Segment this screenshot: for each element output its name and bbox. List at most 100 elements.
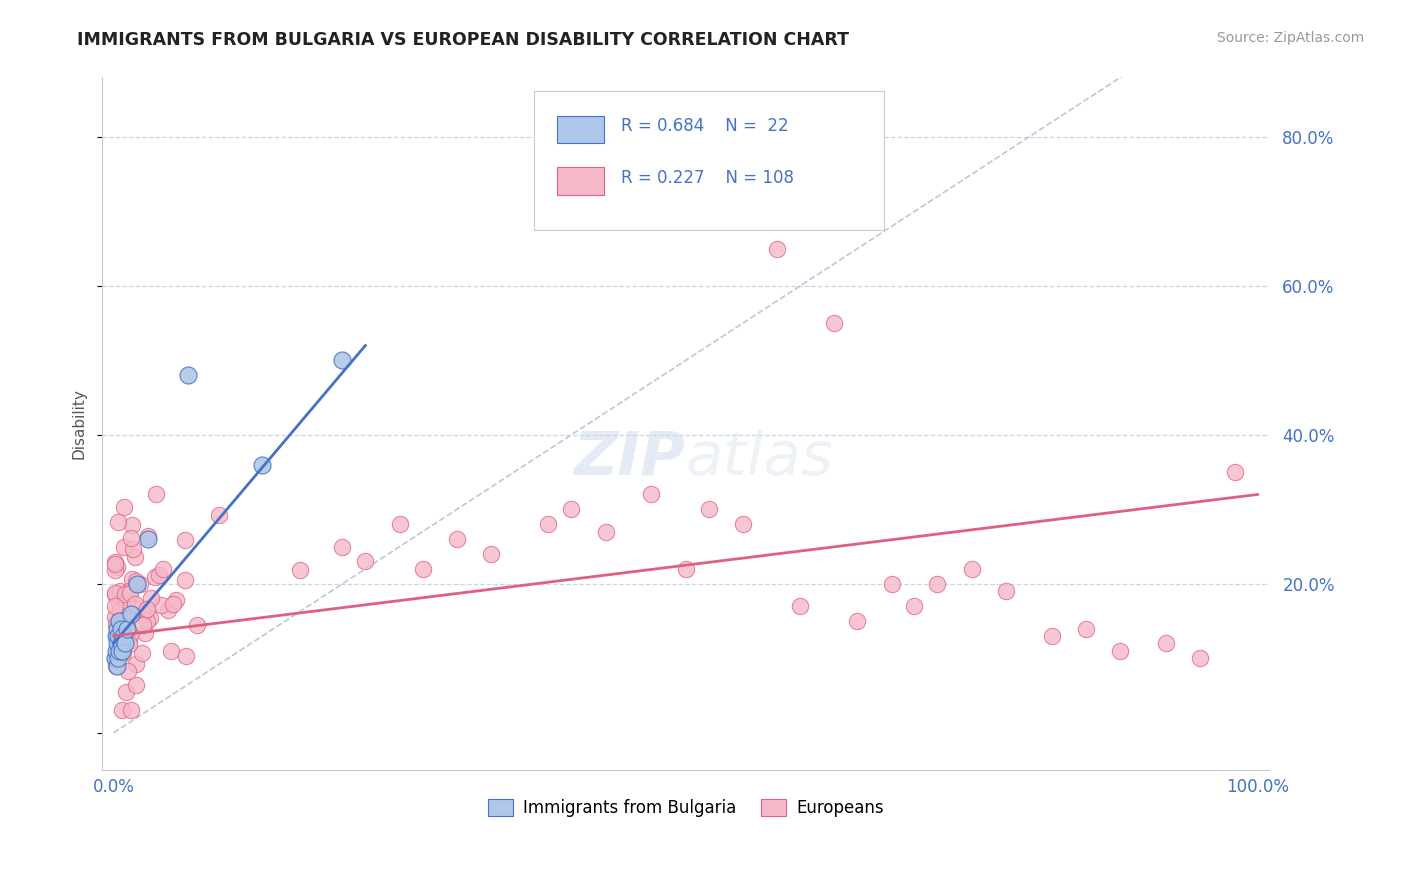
Point (1189, 651, 1212, 665)
Point (136, 532, 159, 546)
Point (354, 554, 377, 568)
Point (111, 644, 134, 658)
Point (104, 586, 127, 600)
Point (105, 614, 128, 628)
Point (174, 648, 197, 663)
Point (165, 592, 187, 607)
Point (125, 574, 148, 588)
Point (1223, 465, 1246, 479)
Point (766, 242, 789, 256)
Point (115, 614, 138, 628)
Point (131, 617, 153, 632)
Point (139, 591, 162, 605)
Point (107, 515, 129, 529)
Legend: Immigrants from Bulgaria, Europeans: Immigrants from Bulgaria, Europeans (481, 792, 890, 824)
Point (108, 644, 131, 658)
Point (110, 583, 132, 598)
Point (107, 629, 129, 643)
Text: IMMIGRANTS FROM BULGARIA VS EUROPEAN DISABILITY CORRELATION CHART: IMMIGRANTS FROM BULGARIA VS EUROPEAN DIS… (77, 31, 849, 49)
Point (120, 607, 142, 621)
Point (104, 587, 127, 601)
Point (124, 549, 146, 564)
Point (108, 614, 131, 628)
Text: Source: ZipAtlas.com: Source: ZipAtlas.com (1216, 31, 1364, 45)
Point (446, 532, 468, 546)
FancyBboxPatch shape (534, 91, 884, 230)
Point (122, 541, 145, 556)
Point (731, 517, 754, 532)
Point (112, 540, 135, 554)
Point (1040, 629, 1063, 643)
Point (136, 529, 159, 543)
Point (129, 577, 152, 591)
FancyBboxPatch shape (557, 168, 605, 195)
Point (927, 577, 949, 591)
Point (135, 601, 157, 615)
Point (960, 562, 983, 576)
Point (104, 562, 127, 576)
Point (104, 556, 127, 570)
Point (162, 597, 184, 611)
Point (120, 626, 142, 640)
Point (994, 584, 1017, 599)
Point (105, 560, 128, 574)
Point (112, 592, 135, 607)
Point (135, 614, 157, 628)
Point (104, 651, 127, 665)
Point (121, 518, 143, 533)
Point (105, 624, 128, 638)
Point (560, 502, 582, 516)
Point (208, 508, 231, 522)
Point (1109, 644, 1132, 658)
Point (846, 614, 869, 628)
Point (124, 597, 146, 611)
Point (107, 637, 129, 651)
Point (132, 607, 155, 621)
Point (139, 611, 162, 625)
Point (125, 577, 148, 591)
Point (160, 644, 183, 658)
Point (1154, 636, 1177, 650)
Point (111, 629, 134, 643)
Point (149, 598, 172, 612)
Point (105, 622, 128, 636)
Point (290, 563, 312, 577)
Point (134, 626, 156, 640)
Point (186, 618, 208, 632)
Point (110, 645, 132, 659)
Point (332, 353, 354, 368)
Point (789, 599, 811, 614)
Point (125, 678, 148, 692)
Point (105, 636, 128, 650)
Point (177, 368, 200, 383)
Point (115, 685, 138, 699)
Point (104, 644, 127, 658)
Point (108, 596, 131, 610)
Point (122, 601, 145, 615)
Point (104, 557, 127, 571)
Point (903, 599, 925, 614)
Point (152, 562, 174, 576)
Point (143, 570, 166, 584)
Point (111, 646, 134, 660)
Point (640, 487, 662, 501)
Point (537, 517, 560, 532)
Point (131, 646, 153, 660)
Point (132, 607, 155, 622)
Point (111, 631, 134, 645)
Text: atlas: atlas (686, 429, 834, 488)
Point (120, 531, 142, 545)
Point (114, 636, 136, 650)
Point (110, 636, 132, 650)
Point (125, 657, 148, 671)
Point (823, 316, 845, 330)
Point (110, 622, 132, 636)
Point (174, 533, 197, 547)
Point (111, 601, 134, 615)
Point (332, 540, 354, 554)
Point (252, 458, 274, 472)
Point (697, 502, 720, 516)
Point (104, 659, 127, 673)
Point (156, 603, 179, 617)
Point (104, 629, 127, 643)
